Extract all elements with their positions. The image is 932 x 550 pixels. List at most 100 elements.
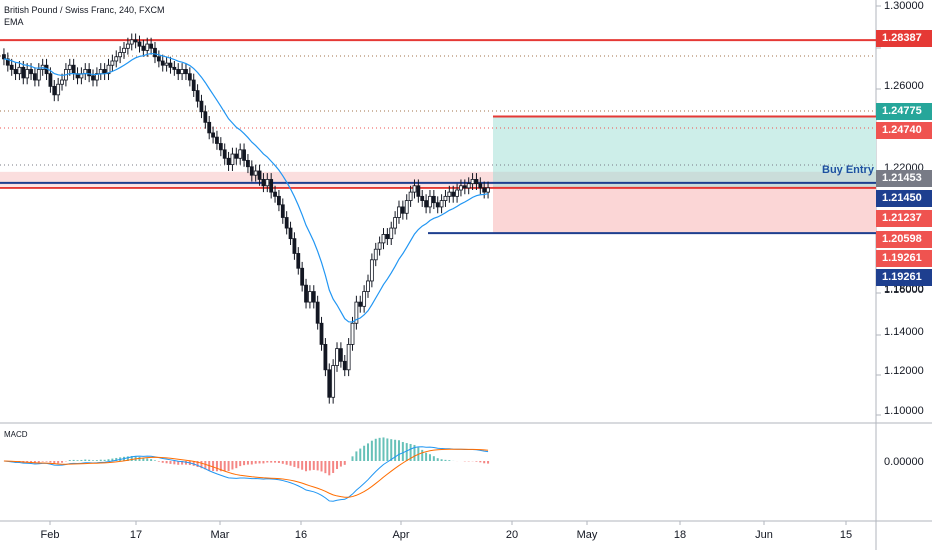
macd-histogram-bar xyxy=(386,438,389,461)
macd-histogram-bar xyxy=(235,461,238,469)
macd-histogram-bar xyxy=(397,440,400,461)
y-tick: 1.14000 xyxy=(884,326,924,338)
macd-histogram-bar xyxy=(72,459,75,461)
macd-histogram-bar xyxy=(305,461,308,472)
macd-histogram-bar xyxy=(49,461,52,463)
price-label: 1.24740 xyxy=(876,122,932,139)
x-tick: 15 xyxy=(839,529,853,541)
macd-histogram-bar xyxy=(196,461,199,468)
macd-histogram-bar xyxy=(33,461,36,464)
candle-body xyxy=(242,149,246,161)
x-tick: Feb xyxy=(40,529,60,541)
candle-body xyxy=(397,206,401,218)
candle-body xyxy=(164,62,169,66)
macd-histogram-bar xyxy=(173,461,176,465)
candle-body xyxy=(451,191,456,197)
candle-body xyxy=(25,69,30,79)
macd-histogram-bar xyxy=(436,458,439,461)
candle-body xyxy=(2,54,6,60)
macd-histogram-bar xyxy=(359,448,362,461)
macd-histogram-bar xyxy=(200,461,203,469)
candle-body xyxy=(393,217,398,229)
macd-histogram-bar xyxy=(57,461,60,464)
macd-histogram-bar xyxy=(266,461,269,463)
candle-body xyxy=(153,47,157,58)
macd-histogram-bar xyxy=(161,461,164,463)
candle-body xyxy=(381,234,386,244)
candle-body xyxy=(300,267,305,286)
macd-histogram-bar xyxy=(444,459,447,461)
macd-histogram-bar xyxy=(274,461,277,463)
macd-histogram-bar xyxy=(382,437,385,461)
ema-legend: EMA xyxy=(4,17,24,27)
candle-body xyxy=(36,69,41,81)
candle-body xyxy=(222,149,227,159)
loss-zone xyxy=(493,186,876,234)
macd-histogram-bar xyxy=(204,461,207,470)
price-label: 1.19261 xyxy=(876,269,932,286)
macd-histogram-bar xyxy=(150,459,153,461)
candle-body xyxy=(230,153,235,166)
candle-body xyxy=(288,227,293,240)
macd-histogram-bar xyxy=(332,461,335,473)
candle-body xyxy=(308,291,312,303)
macd-histogram-bar xyxy=(138,456,141,461)
candle-body xyxy=(377,242,382,250)
macd-histogram-bar xyxy=(483,461,486,464)
macd-histogram-bar xyxy=(103,459,106,461)
candle-body xyxy=(428,195,432,208)
candle-body xyxy=(71,64,76,75)
candle-body xyxy=(187,73,192,81)
candle-body xyxy=(277,195,281,206)
macd-histogram-bar xyxy=(479,461,482,463)
candle-body xyxy=(67,64,72,70)
y-tick: 1.12000 xyxy=(884,365,924,377)
candle-body xyxy=(52,85,57,96)
macd-histogram-bar xyxy=(320,461,323,472)
candle-body xyxy=(180,69,184,75)
candle-body xyxy=(304,284,308,303)
candle-body xyxy=(125,43,130,49)
candle-body xyxy=(118,52,123,58)
macd-histogram-bar xyxy=(212,461,215,472)
candle-body xyxy=(319,322,324,345)
macd-histogram-bar xyxy=(84,459,87,461)
candle-body xyxy=(323,343,328,371)
macd-histogram-bar xyxy=(111,458,114,461)
candle-body xyxy=(211,132,215,138)
candle-body xyxy=(13,69,18,75)
candle-body xyxy=(478,183,483,189)
candle-body xyxy=(87,69,92,77)
candle-body xyxy=(338,348,343,362)
macd-histogram-bar xyxy=(336,461,339,470)
macd-histogram-bar xyxy=(324,461,327,474)
macd-histogram-bar xyxy=(153,460,156,461)
macd-histogram-bar xyxy=(142,457,145,461)
candle-body xyxy=(122,47,126,53)
candle-body xyxy=(110,60,115,66)
macd-histogram-bar xyxy=(487,461,490,464)
macd-histogram-bar xyxy=(45,461,48,462)
candle-body xyxy=(176,69,181,75)
candle-body xyxy=(462,185,467,189)
macd-histogram-bar xyxy=(277,461,280,463)
price-label: 1.21450 xyxy=(876,190,932,207)
candle-body xyxy=(346,343,351,371)
candle-body xyxy=(203,111,208,123)
macd-histogram-bar xyxy=(68,460,71,461)
macd-histogram-bar xyxy=(409,443,412,461)
macd-histogram-bar xyxy=(293,461,296,467)
candle-body xyxy=(17,66,22,75)
candle-body xyxy=(160,60,165,66)
candle-body xyxy=(470,179,475,185)
candle-body xyxy=(184,69,188,75)
macd-histogram-bar xyxy=(301,461,304,470)
y-tick: 1.26000 xyxy=(884,80,924,92)
candle-body xyxy=(238,149,243,159)
macd-histogram-bar xyxy=(390,439,393,461)
macd-histogram-bar xyxy=(231,461,234,470)
x-tick: 16 xyxy=(294,529,308,541)
price-label: 1.20598 xyxy=(876,231,932,248)
macd-histogram-bar xyxy=(262,461,265,464)
